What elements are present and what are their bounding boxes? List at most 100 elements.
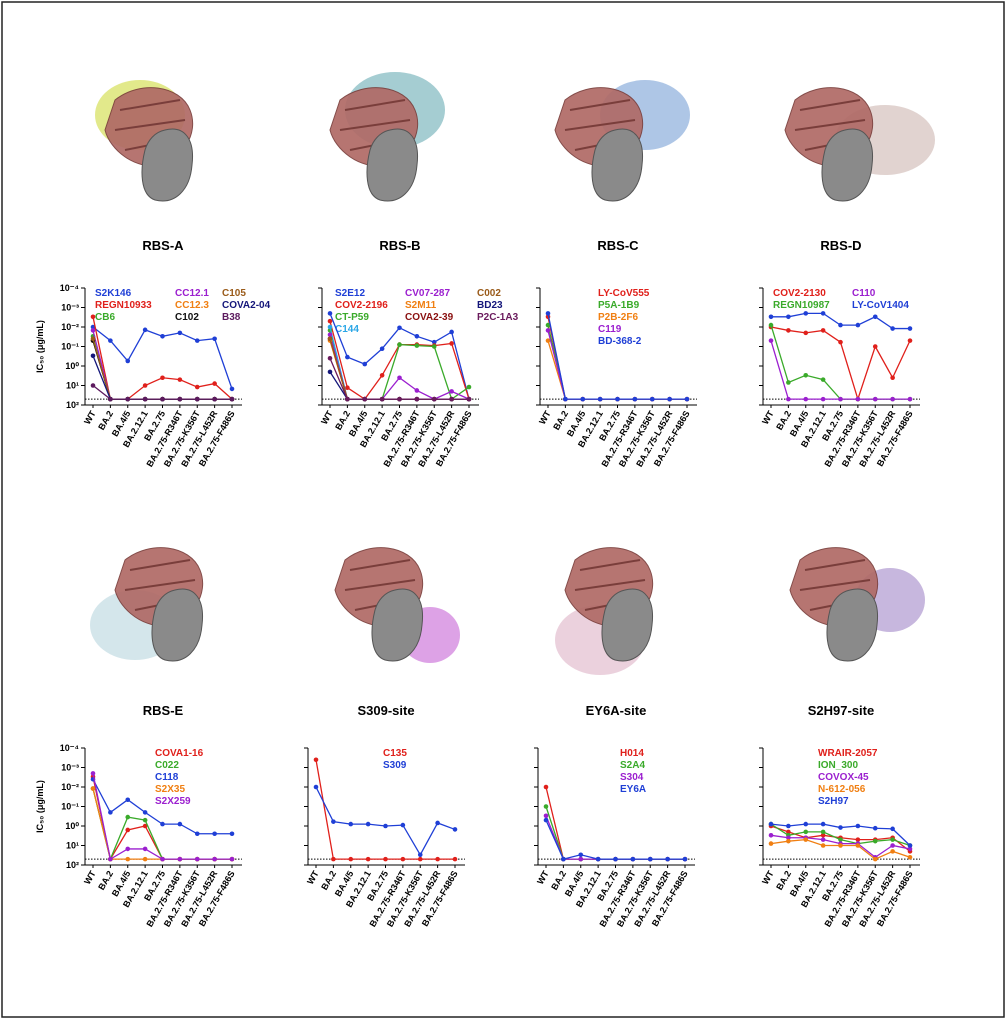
data-point (177, 377, 183, 382)
data-point (125, 797, 131, 803)
data-point (142, 327, 148, 333)
data-point (890, 396, 895, 402)
structure (90, 546, 204, 662)
legend-entry: H014 (620, 748, 644, 759)
y-tick-label: 10⁻¹ (61, 802, 79, 812)
data-point (803, 330, 809, 336)
data-point (667, 396, 672, 402)
data-point (331, 856, 336, 862)
data-point (108, 396, 113, 402)
data-point (383, 856, 388, 862)
data-point (108, 856, 113, 862)
data-point (803, 837, 809, 842)
y-tick-label: 10⁻³ (61, 303, 79, 313)
y-tick-label: 10⁻² (61, 782, 79, 792)
data-point (838, 339, 843, 345)
data-point (125, 358, 131, 364)
data-point (212, 856, 217, 862)
data-point (452, 856, 458, 862)
data-point (615, 396, 620, 402)
legend-entry: S309 (383, 760, 407, 771)
data-point (786, 838, 791, 844)
data-point (838, 396, 843, 402)
data-point (348, 821, 354, 827)
legend-entry: S2K146 (95, 288, 132, 299)
data-point (365, 856, 371, 862)
data-point (160, 856, 165, 862)
data-point (786, 396, 791, 402)
y-tick-label: 10¹ (66, 841, 79, 851)
data-point (194, 396, 200, 402)
data-point (194, 856, 200, 862)
data-point (786, 380, 791, 385)
data-point (327, 355, 333, 361)
data-point (820, 396, 826, 402)
chart-title: RBS-B (379, 238, 420, 253)
data-point (890, 849, 895, 854)
data-point (820, 328, 826, 333)
legend-entry: WRAIR-2057 (818, 748, 878, 759)
data-point (327, 324, 333, 330)
legend-entry: COV2-2130 (773, 288, 826, 299)
data-point (90, 314, 96, 320)
data-point (417, 856, 423, 862)
data-point (890, 826, 895, 832)
data-point (838, 843, 843, 848)
data-point (907, 396, 913, 402)
data-point (632, 396, 638, 402)
data-point (331, 819, 336, 824)
data-point (414, 396, 420, 402)
legend-entry: S2E12 (335, 288, 365, 299)
data-point (449, 389, 454, 394)
data-point (786, 823, 791, 829)
data-point (545, 328, 551, 333)
y-tick-label: 10² (66, 400, 79, 410)
data-point (194, 338, 200, 343)
data-point (580, 396, 586, 402)
data-point (545, 322, 551, 328)
data-point (108, 810, 113, 815)
legend-entry: S2X259 (155, 796, 191, 807)
data-point (907, 843, 913, 848)
legend-entry: CC12.3 (175, 300, 209, 311)
data-point (160, 821, 165, 827)
legend-entry: C022 (155, 760, 179, 771)
legend-entry: P2C-1A3 (477, 312, 519, 323)
data-point (177, 396, 183, 402)
legend-entry: C144 (335, 324, 359, 335)
structure (555, 546, 654, 675)
data-point (229, 396, 235, 402)
data-point (452, 827, 458, 832)
data-point (803, 396, 809, 402)
data-point (397, 375, 402, 381)
data-point (90, 786, 96, 791)
data-point (907, 326, 913, 331)
data-point (327, 311, 333, 316)
data-point (345, 354, 350, 360)
structure (789, 546, 925, 662)
data-point (125, 856, 131, 862)
data-point (345, 385, 350, 391)
y-tick-label: 10⁻⁴ (60, 283, 79, 293)
y-tick-label: 10⁻² (61, 322, 79, 332)
data-point (177, 856, 183, 862)
data-point (768, 314, 774, 320)
data-point (545, 338, 551, 343)
y-tick-label: 10⁰ (65, 361, 79, 371)
legend-entry: CB6 (95, 312, 115, 323)
data-point (397, 325, 402, 331)
data-point (890, 326, 895, 331)
data-point (543, 804, 549, 809)
data-point (414, 334, 420, 339)
legend-entry: C135 (383, 748, 407, 759)
data-point (768, 821, 774, 827)
data-point (435, 856, 440, 862)
data-point (768, 833, 774, 838)
legend-entry: COVA1-16 (155, 748, 204, 759)
data-point (820, 829, 826, 835)
legend-entry: COVA2-39 (405, 312, 454, 323)
data-point (786, 829, 791, 835)
data-point (820, 821, 826, 827)
legend-entry: S2H97 (818, 796, 849, 807)
